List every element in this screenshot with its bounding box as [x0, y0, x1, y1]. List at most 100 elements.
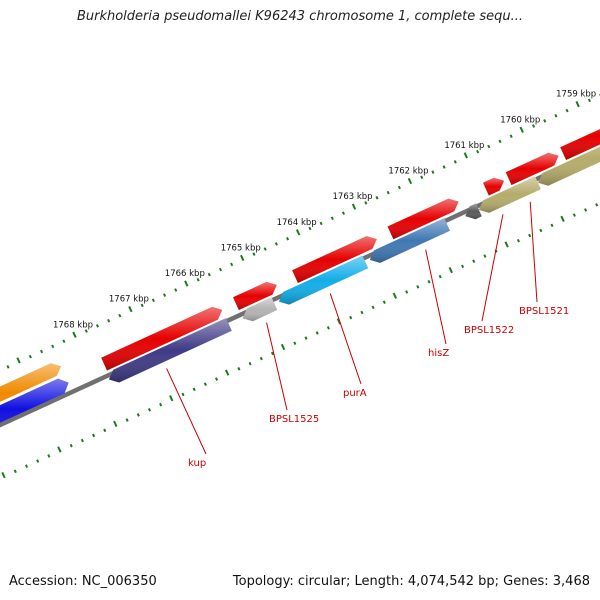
ruler-tick	[95, 324, 99, 328]
ruler-tick	[543, 119, 547, 123]
ruler-tick	[504, 241, 509, 248]
ruler-tick	[364, 201, 368, 205]
ruler-tick	[140, 303, 144, 308]
gene-feature-shading	[0, 378, 69, 423]
gene-label: hisZ	[428, 348, 449, 359]
ruler-tick	[319, 221, 323, 226]
ruler-tick	[416, 285, 420, 289]
gene-labels: BPSL1521 BPSL1522 hisZ purA BPSL1525 kup	[166, 201, 569, 469]
ruler-tick	[326, 326, 330, 330]
ruler-tick	[207, 272, 211, 277]
tick-label: 1762 kbp	[388, 167, 428, 177]
ruler-tick	[159, 402, 163, 407]
ruler-tick	[565, 108, 569, 113]
ruler-tick	[360, 310, 364, 315]
ruler-tick	[118, 313, 122, 318]
ruler-tick	[107, 318, 111, 323]
ruler-tick	[539, 228, 543, 233]
ruler-tick	[420, 175, 424, 180]
genome-stats-label: Topology: circular; Length: 4,074,542 bp…	[232, 574, 590, 589]
accession-label: Accession: NC_006350	[9, 574, 157, 589]
ruler-tick	[240, 254, 245, 262]
gene-feature-shading	[0, 363, 62, 402]
ruler-tick	[476, 149, 480, 154]
inner-tick-ruler	[1, 203, 599, 479]
ruler-tick	[584, 208, 588, 212]
ruler-tick	[509, 134, 513, 139]
leader-line	[329, 293, 362, 385]
ruler-tick	[128, 305, 133, 313]
ruler-tick	[572, 213, 576, 217]
ruler-tick	[192, 387, 196, 392]
leader-line	[481, 214, 504, 322]
ruler-tick	[349, 315, 353, 320]
ruler-tick	[386, 190, 390, 195]
ruler-tick	[24, 464, 29, 468]
ruler-tick	[487, 144, 491, 149]
leader-line	[529, 201, 538, 303]
ruler-tick	[51, 344, 55, 349]
ruler-tick	[274, 242, 278, 246]
ruler-tick	[330, 216, 334, 221]
gene-label: BPSL1521	[519, 306, 569, 317]
ruler-tick	[448, 266, 453, 274]
ruler-tick	[407, 177, 413, 185]
gene-feature-shading	[292, 236, 377, 283]
ruler-tick	[483, 254, 487, 258]
ruler-tick	[472, 259, 476, 264]
ruler-tick	[237, 367, 241, 371]
map-title: Burkholderia pseudomallei K96243 chromos…	[76, 9, 524, 24]
ruler-tick	[519, 126, 524, 133]
ruler-tick	[382, 300, 386, 304]
ruler-tick	[463, 152, 468, 159]
gene-label: kup	[188, 458, 206, 469]
gene-feature-shading	[242, 297, 278, 322]
ruler-tick	[252, 252, 256, 256]
ruler-tick	[293, 341, 297, 345]
ruler-tick	[438, 274, 442, 279]
gene-label: BPSL1522	[464, 325, 514, 336]
gene-feature-shading	[108, 318, 232, 383]
ruler-tick	[13, 469, 17, 474]
ruler-tick	[84, 329, 88, 333]
gene-feature-shading	[369, 218, 450, 263]
ruler-tick	[72, 331, 77, 338]
ruler-tick	[560, 215, 565, 223]
ruler-tick	[392, 292, 398, 299]
outer-tick-ruler: 1759 kbp 1760 kbp 1761 kbp 1762 kbp 1763 kbp…	[6, 90, 600, 369]
ruler-tick	[181, 392, 185, 397]
ruler-tick	[184, 280, 189, 287]
leader-line	[266, 322, 288, 411]
ruler-tick	[62, 339, 66, 344]
ruler-tick	[336, 318, 342, 325]
ruler-tick	[371, 305, 375, 310]
ruler-tick	[40, 349, 44, 354]
ruler-tick	[315, 331, 319, 335]
ruler-tick	[304, 336, 308, 340]
ruler-tick	[405, 290, 409, 294]
ruler-tick	[230, 262, 234, 267]
ruler-tick	[248, 361, 252, 366]
ruler-tick	[286, 236, 290, 241]
ruler-tick	[28, 354, 32, 359]
ruler-tick	[196, 277, 200, 282]
gene-feature-shading	[101, 306, 223, 371]
tick-label: 1763 kbp	[333, 192, 373, 202]
tick-label: 1768 kbp	[53, 320, 93, 330]
gene-feature-shading	[538, 146, 600, 186]
gene-feature-shading	[505, 152, 559, 185]
ruler-tick	[351, 203, 357, 210]
ruler-tick	[174, 288, 178, 292]
leader-line	[425, 249, 447, 345]
ruler-tick	[528, 233, 532, 238]
ruler-tick	[69, 443, 73, 448]
tick-label: 1767 kbp	[109, 295, 149, 305]
ruler-tick	[263, 247, 267, 251]
tick-label: 1760 kbp	[500, 115, 540, 125]
ruler-tick	[308, 226, 312, 231]
ruler-tick	[575, 101, 580, 108]
ruler-tick	[47, 454, 51, 458]
feature-tracks	[0, 129, 600, 423]
ruler-tick	[516, 238, 521, 243]
